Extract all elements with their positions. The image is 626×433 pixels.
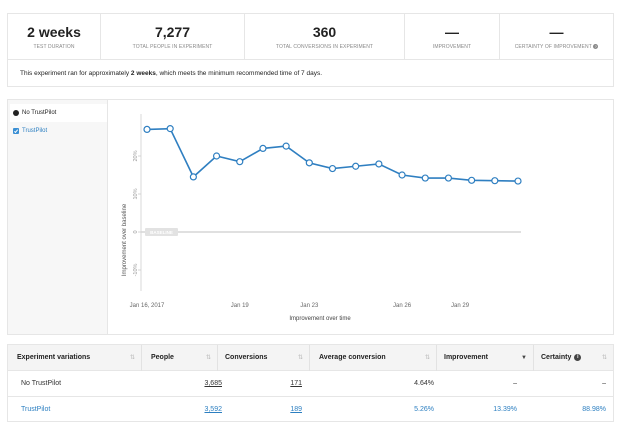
data-point	[352, 162, 360, 170]
notice-duration: 2 weeks	[130, 70, 156, 77]
stat-label: TOTAL CONVERSIONS IN EXPERIMENT	[275, 44, 374, 50]
data-point	[143, 125, 151, 133]
legend-item-no-trustpilot[interactable]: No TrustPilot	[10, 104, 107, 122]
table-row: TrustPilot 3,592 189 5.26% 13.39% 88.98%	[8, 397, 613, 423]
header-label: Average conversion	[319, 354, 386, 361]
results-table: Experiment variations ⇅ People ⇅ Convers…	[7, 344, 614, 422]
x-tick-label: Jan 29	[451, 303, 470, 309]
cell-average-conversion: 5.26%	[414, 406, 434, 413]
x-tick-label: Jan 26	[393, 303, 412, 309]
data-point	[421, 174, 429, 182]
legend-label: No TrustPilot	[22, 110, 57, 116]
sort-icon: ⇅	[205, 355, 211, 361]
y-tick-label: -10%	[133, 263, 139, 276]
header-label: Conversions	[225, 354, 268, 361]
cell-conversions[interactable]: 171	[290, 380, 302, 387]
data-point	[259, 144, 267, 153]
cell-improvement: 13.39%	[493, 406, 517, 413]
data-point	[398, 171, 406, 179]
data-point	[166, 125, 174, 133]
notice-text-after: , which meets the minimum recommended ti…	[155, 70, 323, 77]
col-header-improvement[interactable]: Improvement ▼	[437, 345, 534, 371]
cell-conversions[interactable]: 189	[290, 406, 302, 413]
col-header-certainty[interactable]: Certainty i ⇅	[534, 345, 613, 371]
table-header-row: Experiment variations ⇅ People ⇅ Convers…	[8, 345, 613, 371]
x-tick-label: Jan 23	[300, 303, 319, 309]
data-point	[212, 152, 221, 160]
header-label: People	[151, 354, 174, 361]
data-point	[468, 176, 476, 184]
chart-legend: No TrustPilot TrustPilot	[8, 100, 108, 334]
radio-dot-icon	[13, 110, 19, 116]
y-axis-label: Improvement over baseline	[122, 203, 128, 276]
baseline-badge	[145, 228, 178, 236]
cell-people[interactable]: 3,592	[204, 406, 222, 413]
cell-improvement: –	[513, 380, 517, 387]
data-point	[305, 159, 313, 167]
stat-test-duration: 2 weeks TEST DURATION	[8, 14, 101, 59]
data-point	[514, 177, 522, 185]
data-point	[236, 158, 244, 166]
col-header-average-conversion[interactable]: Average conversion ⇅	[310, 345, 437, 371]
sort-icon: ⇅	[297, 355, 303, 361]
stat-label: TEST DURATION	[33, 44, 75, 50]
stat-improvement: — IMPROVEMENT	[405, 14, 500, 59]
stat-value: 7,277	[154, 24, 191, 40]
series-line-trustpilot	[146, 127, 519, 182]
header-label: Improvement	[444, 354, 488, 361]
legend-label: TrustPilot	[22, 128, 48, 134]
col-header-people[interactable]: People ⇅	[142, 345, 218, 371]
cell-average-conversion: 4.64%	[414, 380, 434, 387]
stat-total-conversions: 360 TOTAL CONVERSIONS IN EXPERIMENT	[245, 14, 405, 59]
header-label: Certainty	[541, 354, 572, 361]
data-point	[375, 160, 383, 168]
checkbox-checked-icon	[13, 128, 19, 134]
cell-certainty: –	[602, 380, 606, 387]
y-tick-label: 20%	[133, 150, 139, 161]
plot-area: 20% 10% 0 -10% BASELINE Jan 16, 2017 Jan 19 Jan…	[130, 114, 522, 309]
sort-icon: ⇅	[601, 355, 607, 361]
stat-label: CERTAINTY OF IMPROVEMENT ?	[515, 44, 599, 50]
data-point	[491, 177, 499, 185]
cell-variation: No TrustPilot	[21, 380, 62, 387]
y-tick-label: 0	[133, 230, 139, 233]
sort-icon: ⇅	[129, 355, 135, 361]
chart-panel: No TrustPilot TrustPilot Improvement ove…	[7, 99, 614, 335]
stat-label: TOTAL PEOPLE IN EXPERIMENT	[132, 44, 213, 50]
stat-value: 2 weeks	[27, 24, 81, 40]
stat-value: —	[549, 24, 564, 40]
header-label: Experiment variations	[17, 354, 91, 361]
data-point	[328, 164, 337, 173]
legend-item-trustpilot[interactable]: TrustPilot	[10, 122, 107, 140]
duration-notice: This experiment ran for approximately 2 …	[7, 60, 614, 87]
stat-label: IMPROVEMENT	[432, 44, 472, 50]
summary-stats: 2 weeks TEST DURATION 7,277 TOTAL PEOPLE…	[7, 13, 614, 60]
x-tick-label: Jan 16, 2017	[130, 303, 165, 309]
info-icon[interactable]: i	[574, 353, 582, 361]
cell-certainty: 88.98%	[582, 406, 606, 413]
data-point	[282, 142, 290, 150]
sort-desc-icon: ▼	[521, 355, 527, 361]
data-point	[189, 173, 197, 181]
stat-total-people: 7,277 TOTAL PEOPLE IN EXPERIMENT	[101, 14, 245, 59]
help-icon[interactable]: ?	[593, 44, 599, 50]
notice-text-before: This experiment ran for approximately	[20, 70, 131, 77]
stat-label-text: CERTAINTY OF IMPROVEMENT	[514, 44, 592, 50]
baseline-label: BASELINE	[150, 230, 173, 235]
sort-icon: ⇅	[424, 355, 430, 361]
cell-variation-link[interactable]: TrustPilot	[21, 406, 51, 413]
y-tick-label: 10%	[133, 188, 139, 199]
x-tick-label: Jan 19	[231, 303, 250, 309]
col-header-variations[interactable]: Experiment variations ⇅	[8, 345, 142, 371]
stat-certainty: — CERTAINTY OF IMPROVEMENT ?	[500, 14, 613, 59]
improvement-chart: Improvement over baseline Improvement ov…	[122, 114, 522, 322]
stat-value: 360	[312, 24, 337, 40]
data-point	[444, 174, 453, 182]
x-axis-label: Improvement over time	[289, 316, 351, 322]
table-row: No TrustPilot 3,685 171 4.64% – –	[8, 371, 613, 397]
cell-people[interactable]: 3,685	[204, 380, 222, 387]
stat-value: —	[445, 24, 459, 40]
col-header-conversions[interactable]: Conversions ⇅	[218, 345, 310, 371]
